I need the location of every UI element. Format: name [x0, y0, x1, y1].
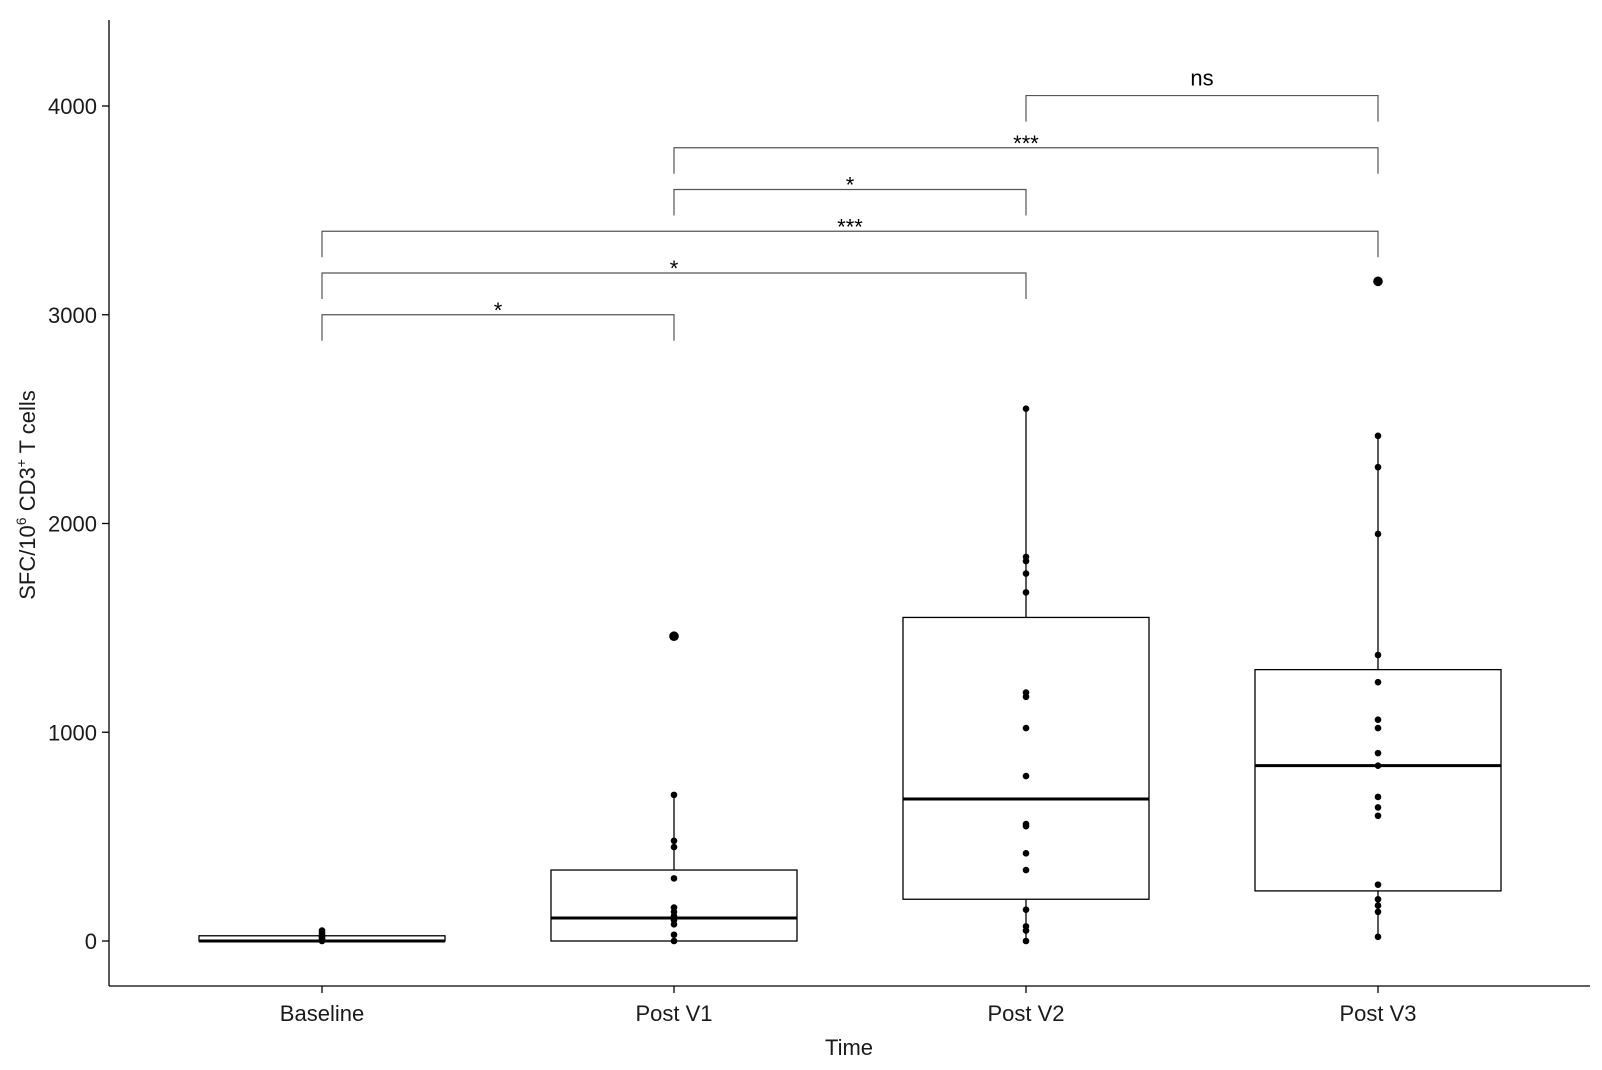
x-ticks: Baseline Post V1 Post V2 Post V3: [280, 986, 1417, 1026]
data-point: [1374, 895, 1382, 903]
significance-bracket: *: [673, 173, 1027, 216]
significance-brackets: *********ns: [321, 66, 1379, 341]
y-tick-label: 2000: [48, 512, 97, 537]
significance-label: ns: [1190, 66, 1213, 91]
x-axis-title: Time: [825, 1035, 873, 1060]
data-point: [1374, 716, 1382, 724]
data-point: [1374, 678, 1382, 686]
y-tick-label: 3000: [48, 303, 97, 328]
data-point: [1374, 762, 1382, 769]
data-point: [670, 937, 678, 945]
bracket-line: [673, 188, 1027, 216]
data-point: [318, 927, 326, 934]
bracket-line: [321, 272, 1027, 299]
x-tick-label: Baseline: [280, 1001, 364, 1026]
data-point: [1022, 820, 1030, 828]
data-point: [1374, 432, 1382, 440]
data-point: [670, 632, 678, 640]
data-point: [1374, 530, 1382, 538]
data-point: [670, 843, 678, 851]
data-point: [1374, 651, 1382, 659]
significance-label: *: [670, 256, 679, 281]
y-axis-title-sup1: 6: [13, 517, 29, 525]
y-tick-label: 4000: [48, 94, 97, 119]
data-point: [1374, 793, 1382, 801]
data-point: [1022, 589, 1030, 596]
y-axis-title-sup2: +: [13, 459, 29, 467]
data-point: [1022, 850, 1030, 857]
data-point: [1022, 772, 1030, 780]
data-point: [1022, 405, 1030, 412]
significance-bracket: *: [321, 256, 1027, 299]
data-point: [1374, 278, 1382, 285]
significance-label: *: [494, 298, 503, 323]
significance-bracket: *: [321, 298, 675, 341]
box-iqr: [1254, 668, 1502, 892]
x-tick-label: Post V3: [1339, 1001, 1416, 1026]
bracket-line: [321, 230, 1379, 258]
data-point: [1374, 749, 1382, 757]
data-point: [670, 791, 678, 799]
y-tick-label: 1000: [48, 720, 97, 745]
data-point: [670, 904, 678, 911]
box-post-v2: [902, 408, 1150, 941]
data-point: [1022, 937, 1030, 945]
significance-label: ***: [1013, 131, 1039, 156]
box-iqr: [902, 616, 1150, 900]
data-point: [1374, 908, 1382, 916]
data-point: [1022, 570, 1030, 577]
bracket-line: [673, 147, 1379, 174]
significance-bracket: ***: [673, 131, 1379, 174]
data-point: [1374, 463, 1382, 471]
y-ticks: 0 1000 2000 3000 4000: [48, 94, 109, 954]
significance-bracket: ns: [1025, 66, 1379, 122]
data-point: [1374, 902, 1382, 909]
bracket-line: [321, 314, 675, 341]
data-point: [670, 875, 678, 882]
y-axis-title: SFC/106 CD3+ T cells: [13, 390, 40, 600]
data-point: [1374, 933, 1382, 941]
data-point: [1022, 923, 1030, 930]
significance-label: ***: [837, 214, 863, 239]
y-axis-title-part1: SFC/10: [15, 525, 40, 600]
boxes-layer: [198, 276, 1502, 943]
data-point: [670, 931, 678, 939]
y-axis-title-part3: T cells: [15, 390, 40, 459]
data-point: [1374, 881, 1382, 888]
data-point: [1374, 812, 1382, 820]
data-point: [1374, 724, 1382, 732]
data-point: [1022, 724, 1030, 732]
data-point: [1374, 804, 1382, 811]
x-tick-label: Post V2: [987, 1001, 1064, 1026]
y-axis-title-part2: CD3: [15, 467, 40, 517]
y-tick-label: 0: [85, 929, 97, 954]
bracket-line: [1025, 94, 1379, 122]
data-point: [1022, 906, 1030, 913]
data-point: [1022, 553, 1030, 561]
data-point: [1022, 866, 1030, 874]
data-point: [1022, 689, 1030, 696]
points-layer: [318, 278, 1382, 945]
significance-bracket: ***: [321, 214, 1379, 258]
box-post-v3: [1254, 276, 1502, 937]
box-post-v1: [550, 631, 798, 942]
data-point: [670, 837, 678, 845]
axes: [108, 20, 1590, 987]
significance-label: *: [846, 173, 855, 198]
x-tick-label: Post V1: [635, 1001, 712, 1026]
